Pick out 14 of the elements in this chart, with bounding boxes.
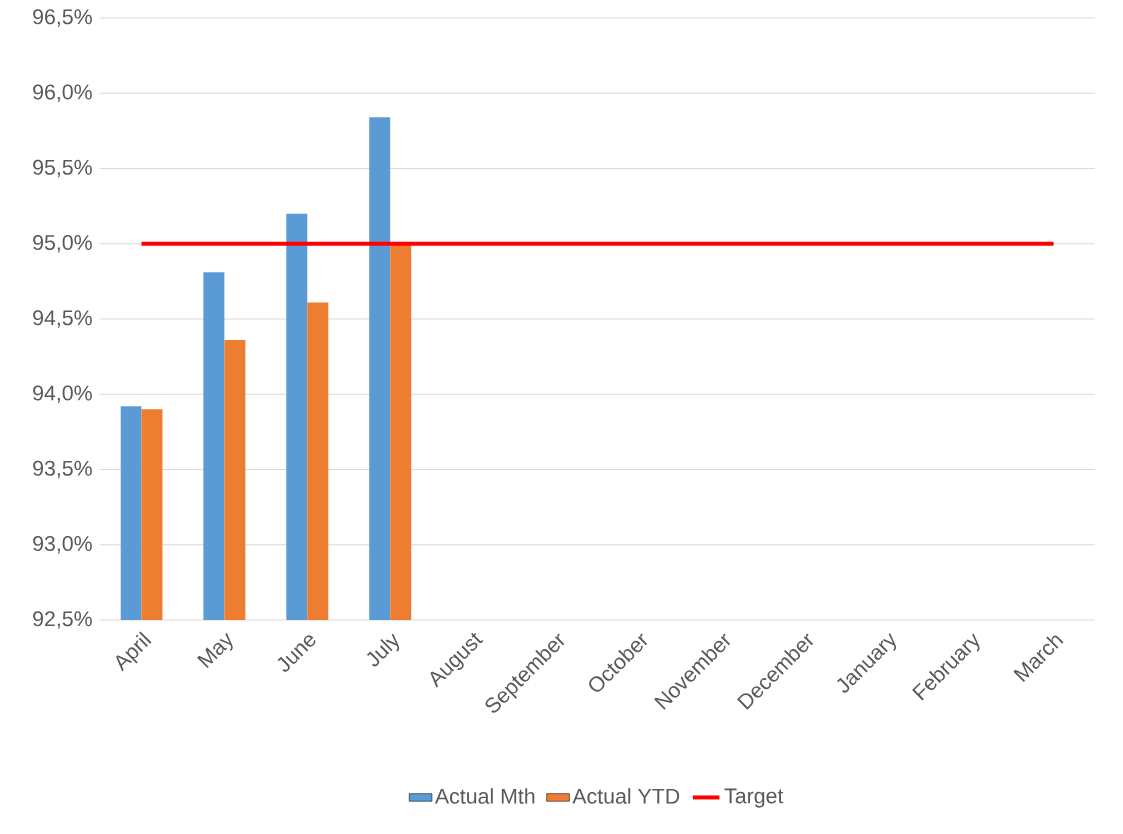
y-tick-label: 95,0% [33, 234, 92, 253]
legend-label: Actual YTD [572, 788, 680, 804]
y-tick-label: 95,5% [33, 159, 92, 178]
y-tick-label: 94,5% [33, 310, 92, 328]
legend-label: Target [724, 788, 784, 808]
y-tick-label: 94,0% [33, 385, 92, 404]
y-tick-label: 96,0% [33, 84, 92, 103]
y-tick-label: 93,0% [33, 535, 92, 554]
x-tick-label: May [197, 632, 233, 669]
x-tick-label: July [366, 633, 400, 667]
legend-label: Actual Mth [434, 788, 535, 804]
y-tick-label: 92,5% [33, 611, 92, 629]
y-tick-label: 96,5% [33, 9, 92, 27]
y-tick-label: 93,5% [33, 460, 92, 479]
